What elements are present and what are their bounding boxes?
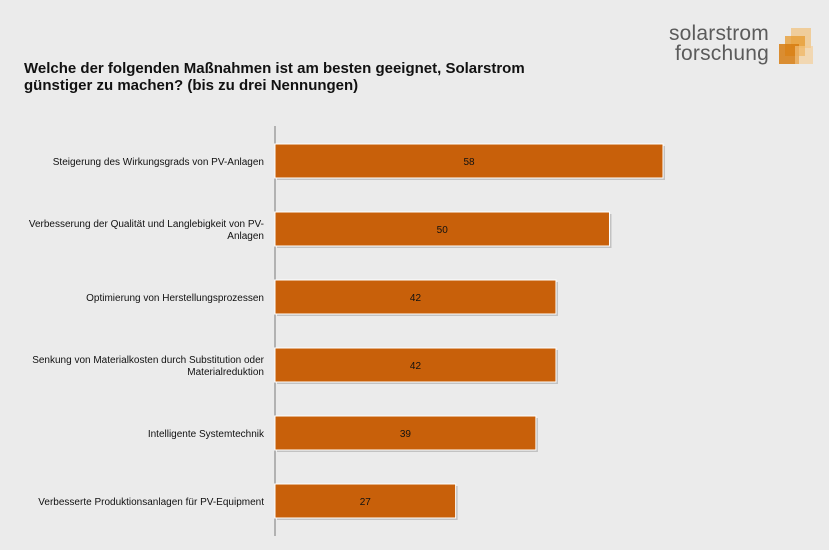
bar-value-label: 42 <box>410 293 422 304</box>
bar-value-label: 27 <box>360 497 372 508</box>
category-label: Verbesserung der Qualität und Langlebigk… <box>29 219 264 242</box>
category-label: Intelligente Systemtechnik <box>148 429 265 440</box>
bar <box>274 483 457 519</box>
bar <box>274 415 537 451</box>
chart-title: Welche der folgenden Maßnahmen ist am be… <box>24 60 525 94</box>
category-label: Steigerung des Wirkungsgrads von PV-Anla… <box>53 157 264 168</box>
bar <box>274 211 610 247</box>
bar <box>274 143 664 179</box>
bar-value-label: 50 <box>437 225 449 236</box>
logo-text-line2: forschung <box>674 42 769 65</box>
category-label: Optimierung von Herstellungsprozessen <box>86 293 264 304</box>
bar <box>274 279 557 315</box>
solarstrom-forschung-logo: solarstrom forschung <box>651 22 821 72</box>
bar-value-label: 39 <box>400 429 412 440</box>
category-label: Senkung von Materialkosten durch Substit… <box>32 355 264 378</box>
logo-cube-icon <box>779 28 813 64</box>
bar <box>274 347 557 383</box>
bar-value-label: 58 <box>463 157 475 168</box>
category-label: Verbesserte Produktionsanlagen für PV-Eq… <box>38 497 264 508</box>
bar-value-label: 42 <box>410 361 422 372</box>
logo-text-line1: solarstrom <box>668 22 769 45</box>
